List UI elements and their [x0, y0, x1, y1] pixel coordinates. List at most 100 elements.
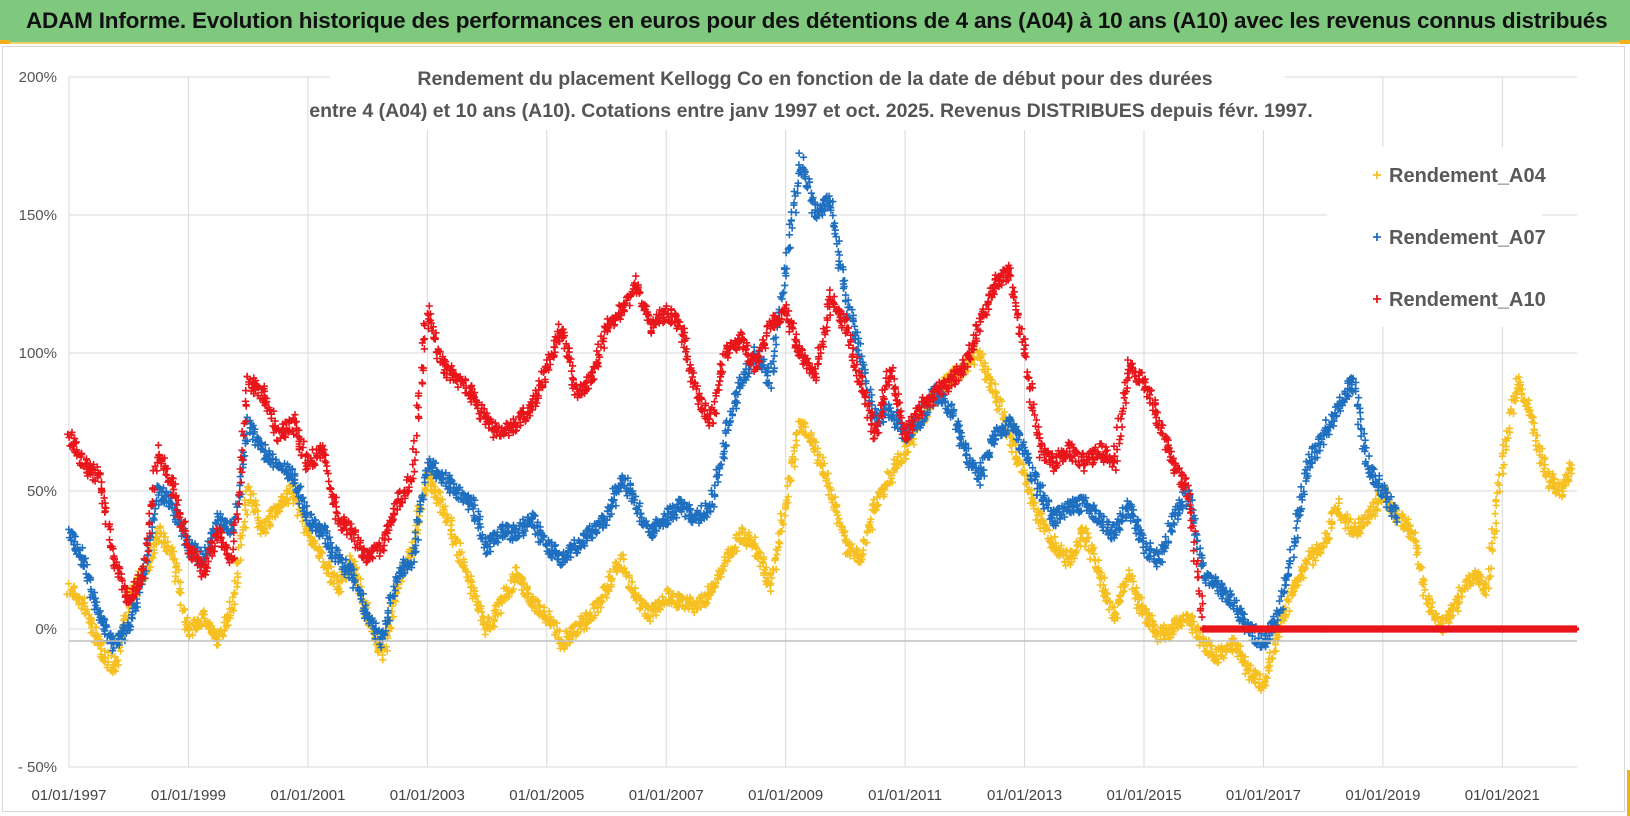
marker-cluster	[735, 350, 760, 392]
marker-cluster	[632, 499, 656, 537]
chart-title-line-2: entre 4 (A04) et 10 ans (A10). Cotations…	[309, 100, 1313, 122]
marker-cluster	[616, 474, 640, 513]
marker-cluster	[197, 530, 222, 581]
marker-cluster	[1274, 542, 1299, 624]
marker-cluster	[184, 542, 207, 581]
marker-cluster	[1125, 572, 1147, 619]
marker-cluster	[544, 536, 567, 568]
marker-cluster	[886, 450, 910, 487]
y-axis-ticks: - 50% 0% 50% 100% 150% 200%	[18, 69, 57, 776]
marker-cluster	[678, 324, 701, 391]
marker-cluster	[347, 525, 371, 567]
x-tick-label: 01/01/1997	[31, 787, 106, 804]
marker-cluster	[213, 510, 237, 538]
marker-cluster	[229, 387, 250, 564]
marker-cluster	[1036, 509, 1060, 552]
marker-cluster	[1124, 356, 1148, 387]
marker-cluster	[334, 551, 358, 582]
marker-cluster	[647, 510, 672, 541]
y-tick-label: 200%	[19, 69, 57, 86]
marker-cluster	[841, 316, 865, 386]
marker-cluster	[513, 513, 537, 542]
marker-cluster	[170, 480, 193, 552]
marker-cluster	[377, 573, 402, 651]
gridlines	[68, 76, 1577, 768]
marker-cluster	[154, 441, 177, 500]
legend-label: Rendement_A10	[1389, 289, 1546, 311]
marker-cluster	[1200, 625, 1266, 633]
marker-cluster	[528, 509, 551, 555]
marker-cluster	[467, 385, 491, 423]
corner-mark-bottom-right	[1627, 770, 1630, 816]
marker-cluster	[676, 592, 701, 617]
marker-cluster	[571, 371, 597, 399]
corner-mark-left	[0, 40, 10, 44]
marker-cluster	[706, 553, 729, 599]
marker-cluster	[826, 286, 850, 332]
marker-cluster	[468, 494, 491, 552]
marker-cluster	[723, 328, 745, 362]
legend-label: Rendement_A07	[1389, 227, 1546, 249]
marker-cluster	[781, 301, 805, 359]
marker-cluster	[379, 498, 401, 555]
marker-cluster	[392, 549, 416, 585]
x-tick-label: 01/01/2021	[1465, 787, 1540, 804]
marker-cluster	[498, 521, 520, 544]
marker-cluster	[1498, 380, 1522, 469]
marker-cluster	[886, 364, 910, 438]
marker-cluster	[1005, 413, 1029, 458]
marker-cluster	[1049, 541, 1073, 570]
marker-cluster	[393, 473, 417, 514]
x-tick-label: 01/01/2003	[390, 787, 465, 804]
marker-cluster	[1154, 417, 1179, 469]
marker-cluster	[857, 500, 880, 566]
marker-cluster	[213, 524, 237, 567]
marker-cluster	[1064, 524, 1087, 569]
marker-cluster	[1036, 481, 1058, 528]
marker-cluster	[782, 417, 805, 511]
marker-cluster	[243, 413, 267, 454]
marker-cluster	[946, 356, 968, 390]
marker-cluster	[1469, 567, 1490, 599]
marker-cluster	[303, 525, 326, 562]
marker-cluster	[901, 402, 923, 444]
marker-cluster	[1318, 504, 1343, 551]
x-axis-ticks: 01/01/1997 01/01/1999 01/01/2001 01/01/2003…	[31, 787, 1539, 804]
marker-cluster	[780, 161, 805, 277]
marker-cluster	[273, 459, 297, 483]
marker-cluster	[587, 582, 611, 624]
marker-cluster	[1347, 375, 1373, 468]
marker-cluster	[1512, 373, 1536, 421]
marker-cluster	[64, 428, 88, 471]
legend-marker	[1373, 233, 1381, 241]
x-tick-label: 01/01/2007	[629, 787, 704, 804]
marker-cluster	[199, 607, 222, 644]
marker-cluster	[1110, 369, 1133, 474]
marker-cluster	[1244, 661, 1267, 695]
marker-cluster	[259, 385, 282, 444]
legend-marker	[1373, 295, 1381, 303]
marker-cluster	[1020, 443, 1042, 499]
marker-cluster	[692, 385, 715, 426]
marker-cluster	[826, 198, 849, 292]
y-tick-label: 100%	[19, 345, 57, 362]
marker-cluster	[407, 467, 431, 569]
marker-cluster	[766, 501, 790, 589]
marker-cluster	[138, 454, 164, 574]
series-Rendement_A07	[65, 149, 1401, 655]
marker-cluster	[586, 512, 610, 542]
marker-cluster	[631, 591, 657, 625]
marker-cluster	[1498, 625, 1580, 633]
marker-cluster	[1141, 605, 1162, 641]
marker-cluster	[1305, 541, 1326, 569]
marker-cluster	[1094, 440, 1118, 471]
marker-cluster	[79, 554, 103, 618]
series-markers	[63, 149, 1580, 695]
marker-cluster	[707, 439, 730, 516]
y-tick-label: 0%	[35, 621, 57, 638]
marker-cluster	[1439, 625, 1505, 633]
marker-cluster	[1259, 625, 1326, 633]
marker-cluster	[1378, 481, 1401, 526]
marker-cluster	[810, 444, 835, 499]
marker-cluster	[1287, 556, 1311, 596]
